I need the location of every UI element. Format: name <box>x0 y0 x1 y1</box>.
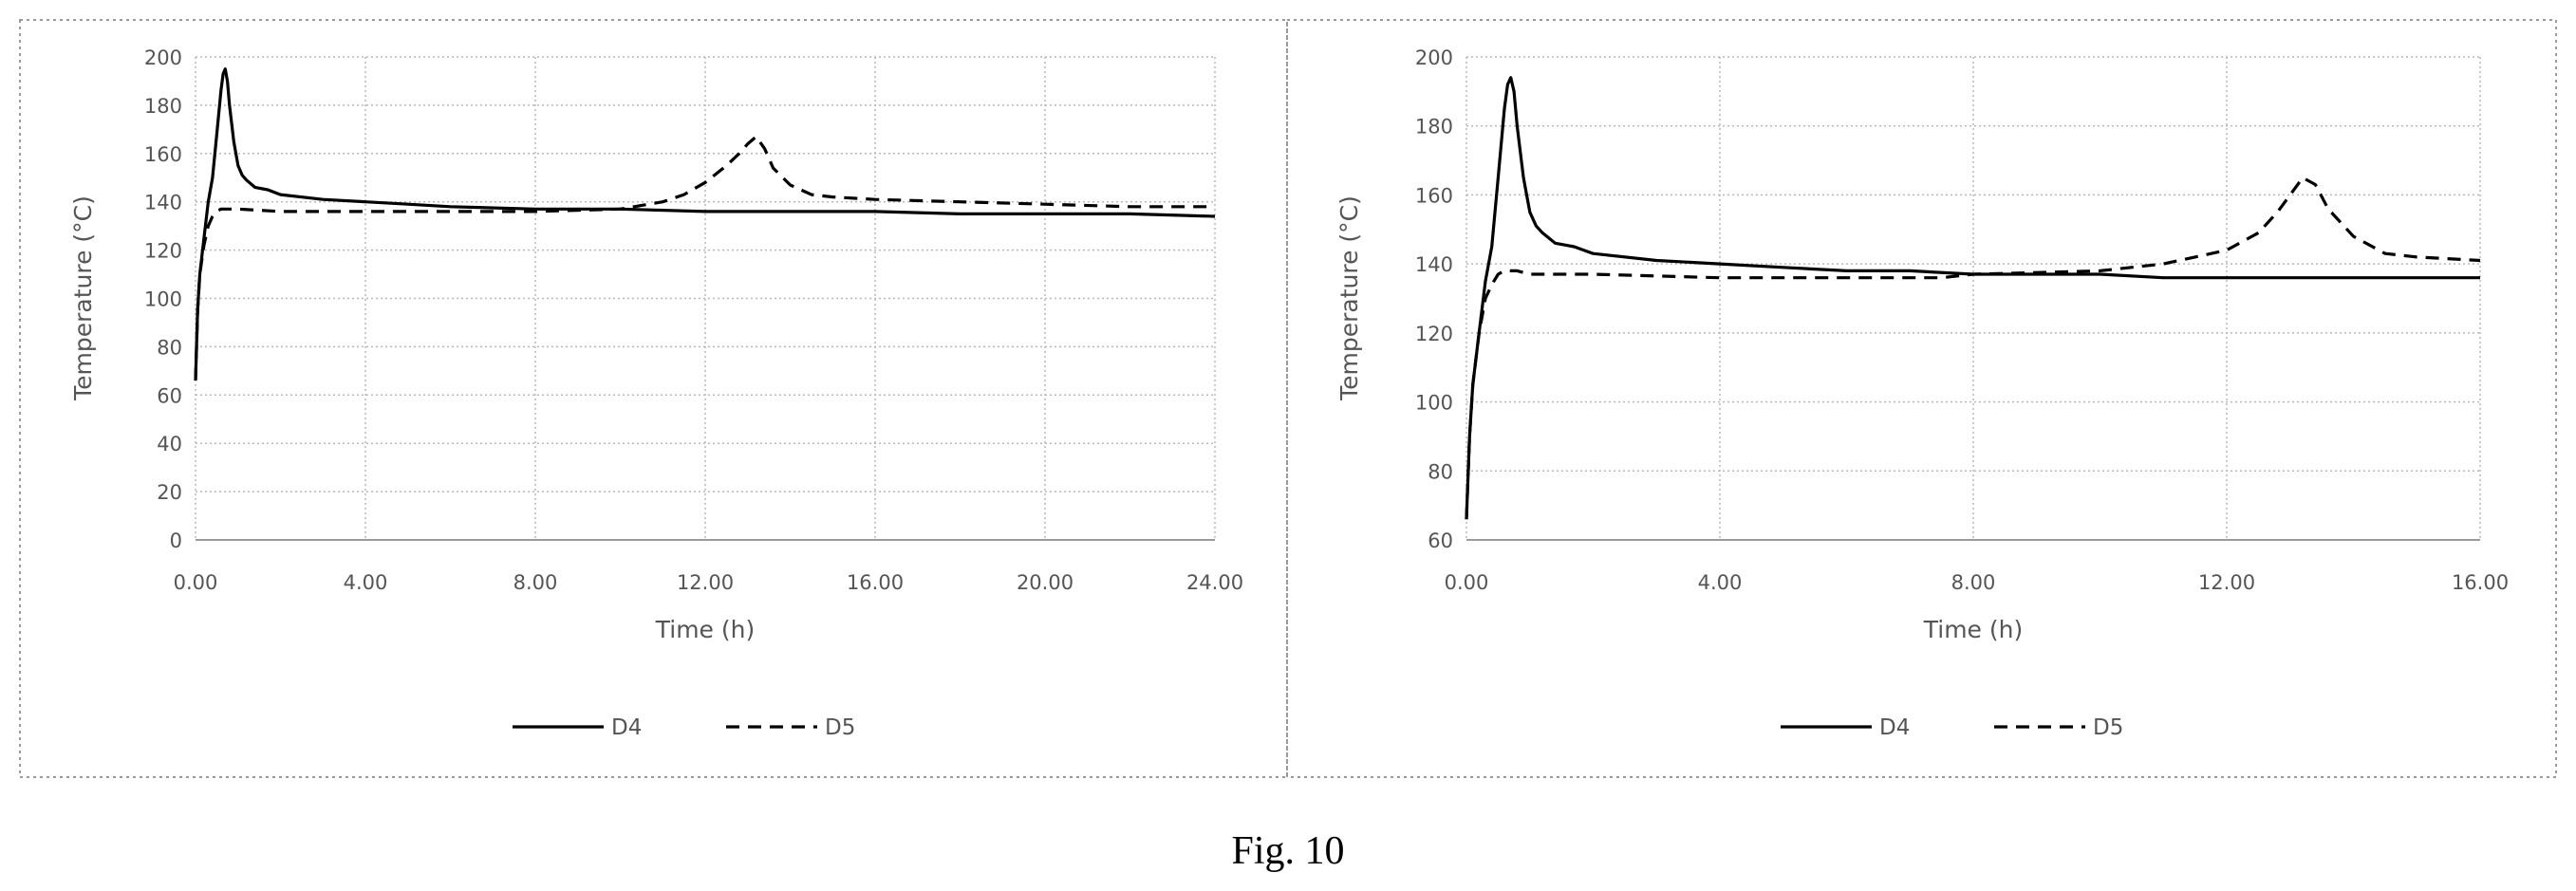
chart-2-x-tick-label: 0.00 <box>1445 571 1489 594</box>
chart-2-y-tick-label: 180 <box>1415 116 1453 139</box>
chart-1-y-tick-label: 200 <box>144 46 182 69</box>
chart-1-x-tick-label: 4.00 <box>344 571 388 594</box>
chart-1-y-tick-label: 20 <box>157 481 182 504</box>
chart-2-y-tick-label: 200 <box>1415 46 1453 69</box>
chart-1-y-tick-label: 60 <box>157 384 182 407</box>
chart-1-y-tick-label: 160 <box>144 143 182 166</box>
chart-1-y-tick-label: 180 <box>144 95 182 118</box>
chart-1-x-tick-label: 24.00 <box>1186 571 1243 594</box>
chart-2-x-tick-label: 16.00 <box>2452 571 2509 594</box>
chart-1-y-tick-label: 120 <box>144 240 182 263</box>
chart-2-y-axis-title: Temperature (°C) <box>1335 195 1363 401</box>
chart-1-y-tick-label: 140 <box>144 192 182 214</box>
chart-1-series-d5-line <box>194 135 1215 381</box>
chart-1-panel-border <box>19 19 1288 778</box>
chart-2-y-tick-label: 120 <box>1415 323 1453 345</box>
chart-2-y-tick-label: 80 <box>1428 460 1453 483</box>
chart-1-x-tick-label: 16.00 <box>847 571 904 594</box>
chart-2-series-d5-line <box>1465 176 2481 520</box>
chart-1-legend-label-d5: D5 <box>825 715 855 740</box>
chart-frame <box>19 19 2557 778</box>
chart-2-y-tick-label: 140 <box>1415 253 1453 276</box>
chart-2-x-tick-label: 4.00 <box>1698 571 1743 594</box>
chart-2-x-axis-title: Time (h) <box>1923 616 2023 643</box>
chart-1-y-axis-title: Temperature (°C) <box>69 195 97 401</box>
chart-2-y-tick-label: 100 <box>1415 392 1453 415</box>
chart-1-x-tick-label: 20.00 <box>1017 571 1073 594</box>
chart-1-series-d4-line <box>194 67 1216 381</box>
chart-2-x-tick-label: 12.00 <box>2198 571 2255 594</box>
chart-2-y-tick-label: 160 <box>1415 184 1453 207</box>
chart-1-x-axis-title: Time (h) <box>655 616 755 643</box>
chart-2-x-tick-label: 8.00 <box>1951 571 1996 594</box>
chart-1-y-tick-label: 40 <box>157 433 182 455</box>
chart-1-x-tick-label: 0.00 <box>174 571 218 594</box>
chart-1: 0 20 40 60 80 100 120 140 160 180 200 0.00 4.00 8.00 1… <box>69 46 1243 740</box>
chart-2-y-tick-label: 60 <box>1428 529 1453 552</box>
chart-1-x-tick-label: 8.00 <box>513 571 558 594</box>
chart-2-series-d4-line <box>1465 76 2480 520</box>
chart-1-legend-label-d4: D4 <box>611 715 642 740</box>
chart-1-x-tick-label: 12.00 <box>677 571 734 594</box>
chart-1-y-tick-label: 80 <box>157 336 182 359</box>
chart-1-y-tick-label: 100 <box>144 288 182 311</box>
chart-2-panel-border <box>1286 19 2557 778</box>
chart-2: 60 80 100 120 140 160 180 200 0.00 4.00 8.00 12.00 1… <box>1335 46 2509 740</box>
chart-1-y-tick-label: 0 <box>170 529 182 552</box>
figure-caption: Fig. 10 <box>1231 829 1344 873</box>
chart-2-legend-label-d4: D4 <box>1879 715 1910 740</box>
chart-2-legend-label-d5: D5 <box>2093 715 2123 740</box>
